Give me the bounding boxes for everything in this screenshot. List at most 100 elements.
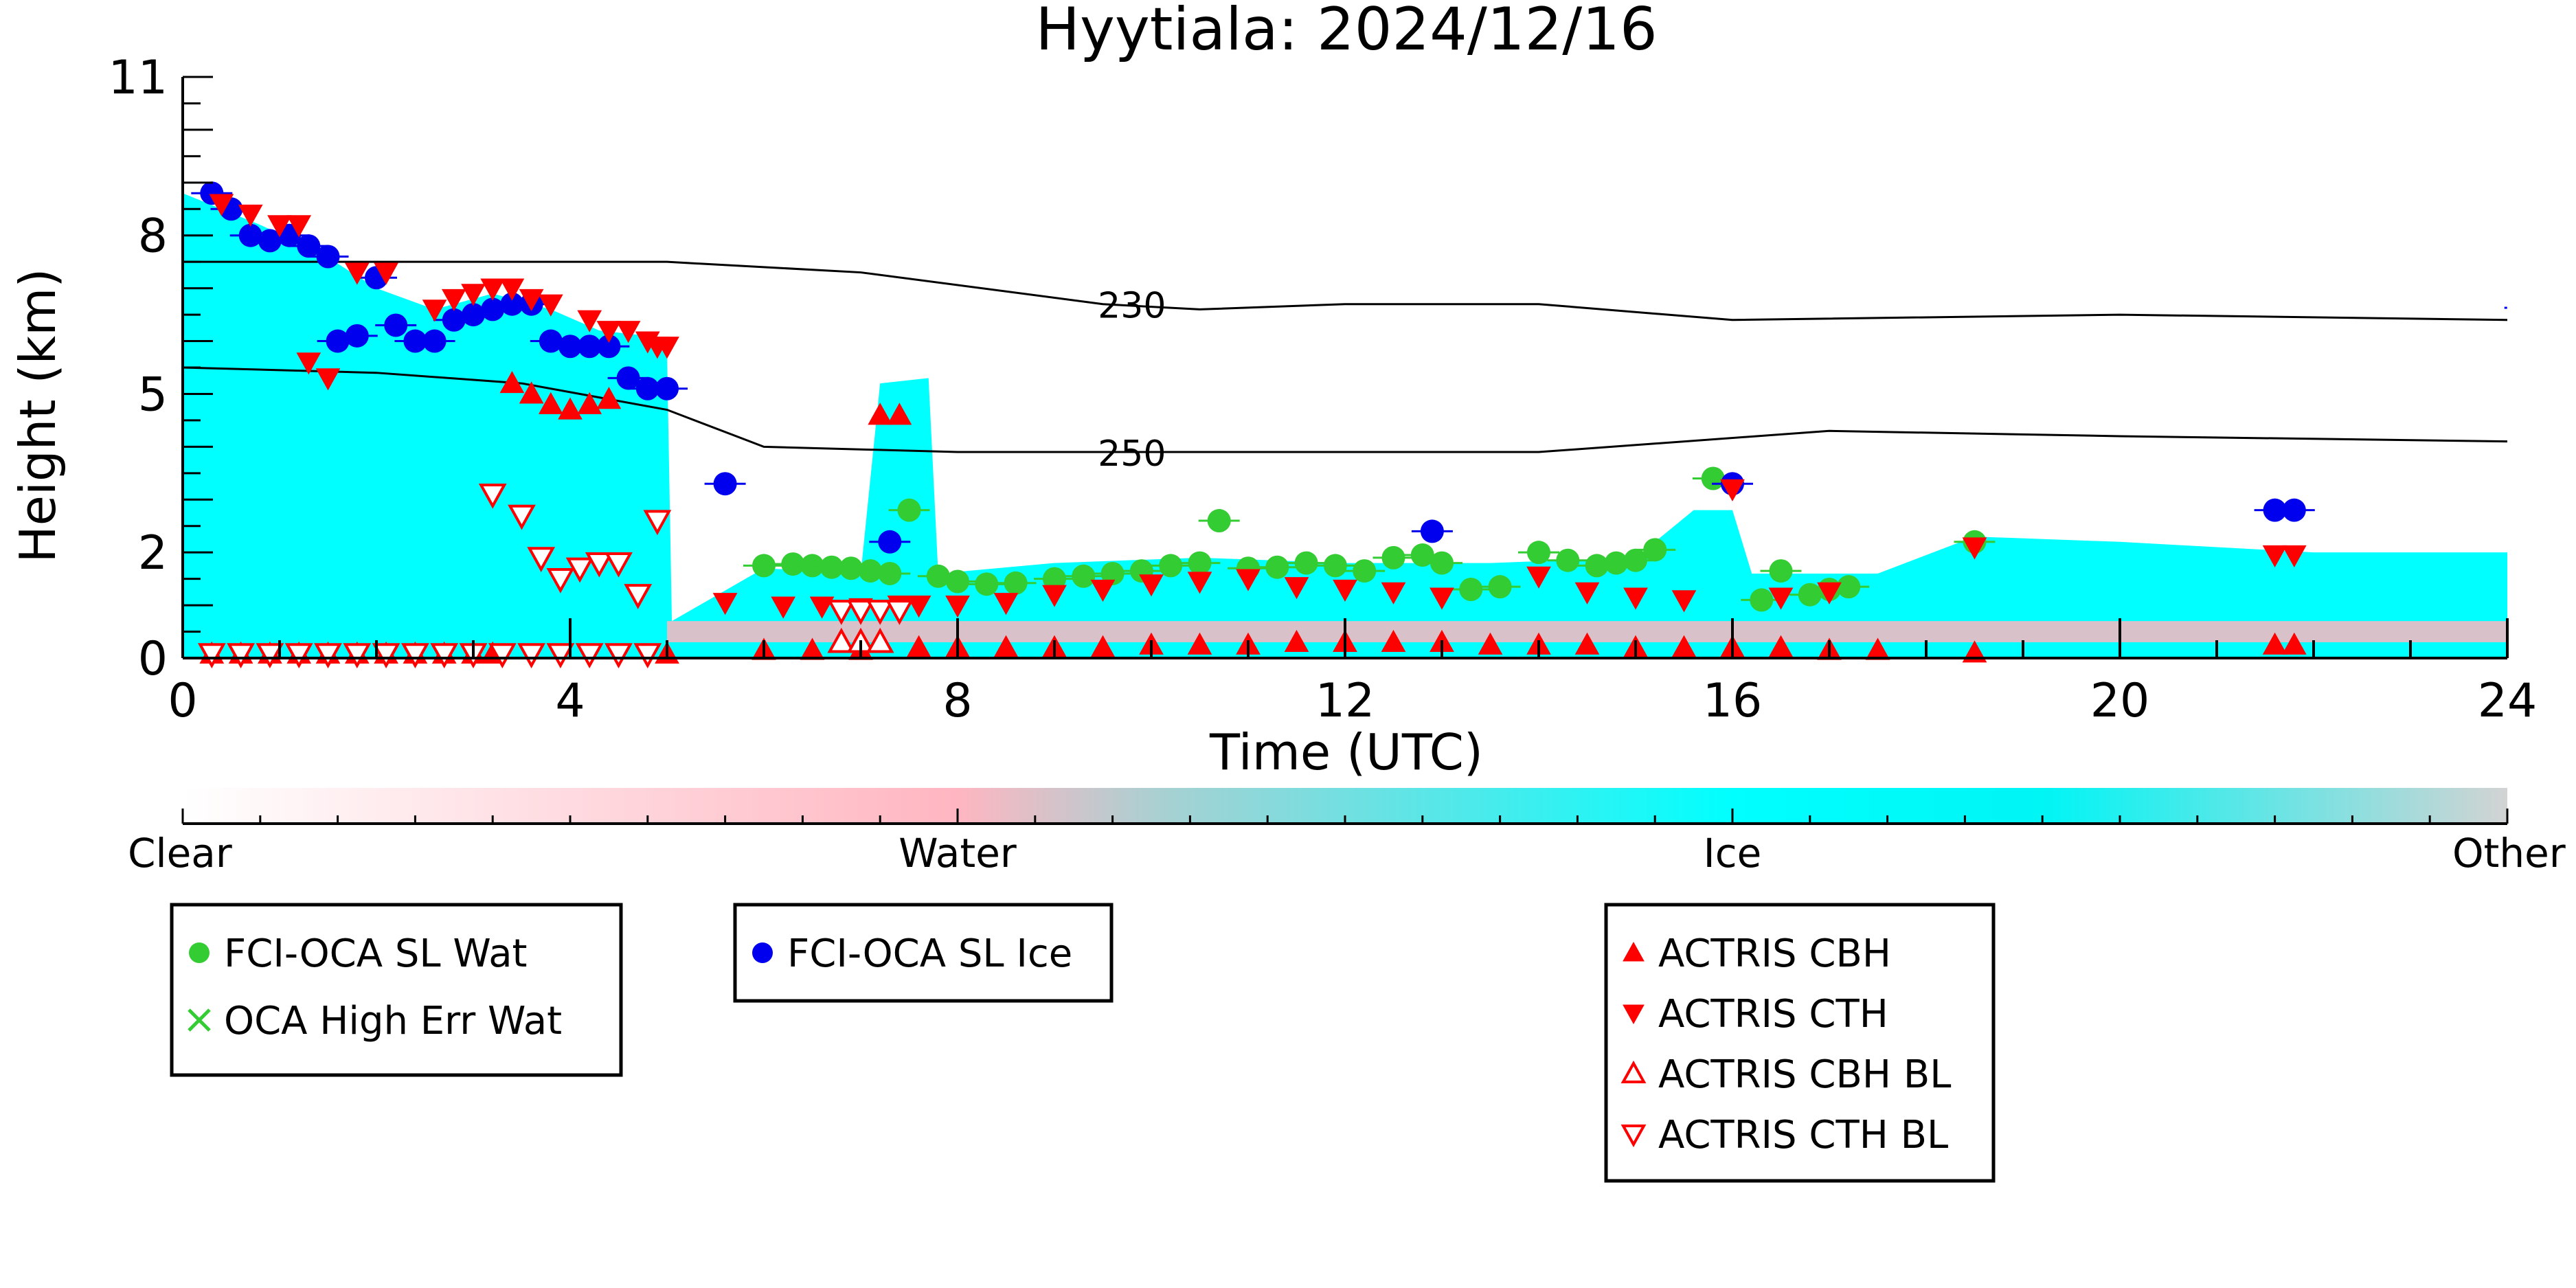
data-point bbox=[1236, 569, 1261, 591]
data-point bbox=[2262, 545, 2287, 568]
y-axis-label: Height (km) bbox=[9, 269, 67, 563]
y-tick-label: 5 bbox=[138, 368, 168, 422]
data-point bbox=[1265, 555, 1289, 579]
data-point bbox=[374, 262, 398, 285]
data-point bbox=[1556, 548, 1580, 572]
plot-axes: 0 2 5 8 11 0 4 8 12 16 20 24 bbox=[108, 51, 2537, 728]
legend-label: ACTRIS CBH bbox=[1658, 931, 1891, 976]
legend-label: ACTRIS CTH BL bbox=[1658, 1113, 1948, 1157]
x-tick-label: 12 bbox=[1315, 674, 1375, 728]
data-point bbox=[372, 643, 400, 668]
data-point bbox=[897, 498, 921, 522]
data-point bbox=[519, 289, 544, 312]
data-point bbox=[1526, 566, 1551, 589]
legend-box-2: FCI-OCA SL Ice bbox=[733, 903, 1114, 1003]
data-point bbox=[430, 643, 459, 668]
data-point bbox=[597, 335, 621, 359]
data-point bbox=[558, 397, 583, 420]
data-point bbox=[517, 643, 545, 668]
contour-line-230 bbox=[183, 260, 2508, 321]
data-point bbox=[1072, 564, 1096, 588]
data-point bbox=[297, 234, 321, 258]
data-point bbox=[771, 596, 796, 619]
data-point bbox=[441, 289, 466, 312]
data-point bbox=[1574, 632, 1600, 655]
observation-markers bbox=[191, 181, 2315, 668]
data-point bbox=[577, 392, 602, 414]
data-point bbox=[866, 627, 894, 653]
x-tick-label: 20 bbox=[2090, 674, 2150, 728]
data-point bbox=[527, 547, 556, 572]
data-point bbox=[315, 368, 341, 391]
legend-box-1: FCI-OCA SL Wat OCA High Err Wat bbox=[170, 903, 623, 1077]
data-point bbox=[616, 366, 640, 390]
data-point bbox=[538, 392, 563, 414]
legend-marker bbox=[1623, 941, 1645, 962]
data-point bbox=[499, 371, 525, 394]
data-point bbox=[508, 504, 536, 530]
data-point bbox=[227, 643, 255, 668]
data-point bbox=[577, 310, 602, 332]
colorbar-label: Water bbox=[899, 830, 1017, 877]
data-point bbox=[945, 595, 970, 618]
legend-marker bbox=[1620, 1060, 1647, 1083]
data-point bbox=[499, 278, 525, 301]
data-point bbox=[1381, 582, 1406, 605]
data-point bbox=[1139, 574, 1164, 597]
data-point bbox=[1284, 577, 1309, 600]
y-tick-label: 0 bbox=[138, 632, 168, 686]
data-point bbox=[1042, 585, 1067, 607]
data-point bbox=[946, 569, 969, 594]
data-point bbox=[596, 321, 622, 343]
stray-point bbox=[2504, 306, 2507, 309]
data-point bbox=[1410, 543, 1434, 567]
data-point bbox=[624, 584, 653, 609]
data-point bbox=[1459, 578, 1483, 602]
legend-label: FCI-OCA SL Wat bbox=[224, 931, 528, 976]
data-point bbox=[820, 555, 844, 579]
data-point bbox=[384, 313, 408, 337]
data-point bbox=[2282, 498, 2306, 522]
data-point bbox=[1333, 579, 1357, 602]
data-point bbox=[1574, 582, 1600, 605]
data-point bbox=[906, 595, 931, 618]
data-point bbox=[519, 381, 544, 404]
x-axis-label: Time (UTC) bbox=[1209, 723, 1483, 781]
data-point bbox=[1188, 551, 1212, 575]
data-point bbox=[422, 329, 447, 353]
data-point bbox=[316, 245, 340, 269]
data-point bbox=[256, 643, 284, 668]
data-point bbox=[286, 215, 312, 238]
y-tick-label: 11 bbox=[108, 51, 168, 105]
data-point bbox=[800, 554, 824, 578]
legend-marker bbox=[1623, 1004, 1645, 1025]
temperature-contours: 230 250 bbox=[182, 260, 2508, 475]
data-point bbox=[344, 262, 370, 285]
data-point bbox=[1623, 587, 1648, 610]
data-point bbox=[1004, 571, 1028, 595]
x-tick-label: 8 bbox=[942, 674, 972, 728]
contour-label-230: 230 bbox=[1098, 286, 1166, 327]
data-point bbox=[1381, 545, 1405, 569]
data-point bbox=[1478, 632, 1503, 655]
data-point bbox=[1643, 538, 1667, 562]
data-point bbox=[800, 637, 825, 660]
data-point bbox=[1323, 554, 1347, 578]
data-point bbox=[827, 600, 856, 625]
data-point bbox=[605, 552, 633, 578]
data-point bbox=[1720, 479, 1745, 501]
data-point bbox=[713, 472, 737, 496]
data-point bbox=[585, 552, 613, 578]
data-point bbox=[296, 352, 321, 375]
data-point bbox=[538, 294, 563, 317]
data-point bbox=[238, 204, 263, 227]
data-point bbox=[209, 194, 234, 216]
data-point bbox=[284, 643, 313, 668]
data-point bbox=[859, 559, 883, 583]
data-point bbox=[868, 403, 893, 425]
contour-label-250: 250 bbox=[1098, 433, 1166, 475]
x-tick-label: 4 bbox=[555, 674, 585, 728]
x-tick-label: 0 bbox=[168, 674, 197, 728]
